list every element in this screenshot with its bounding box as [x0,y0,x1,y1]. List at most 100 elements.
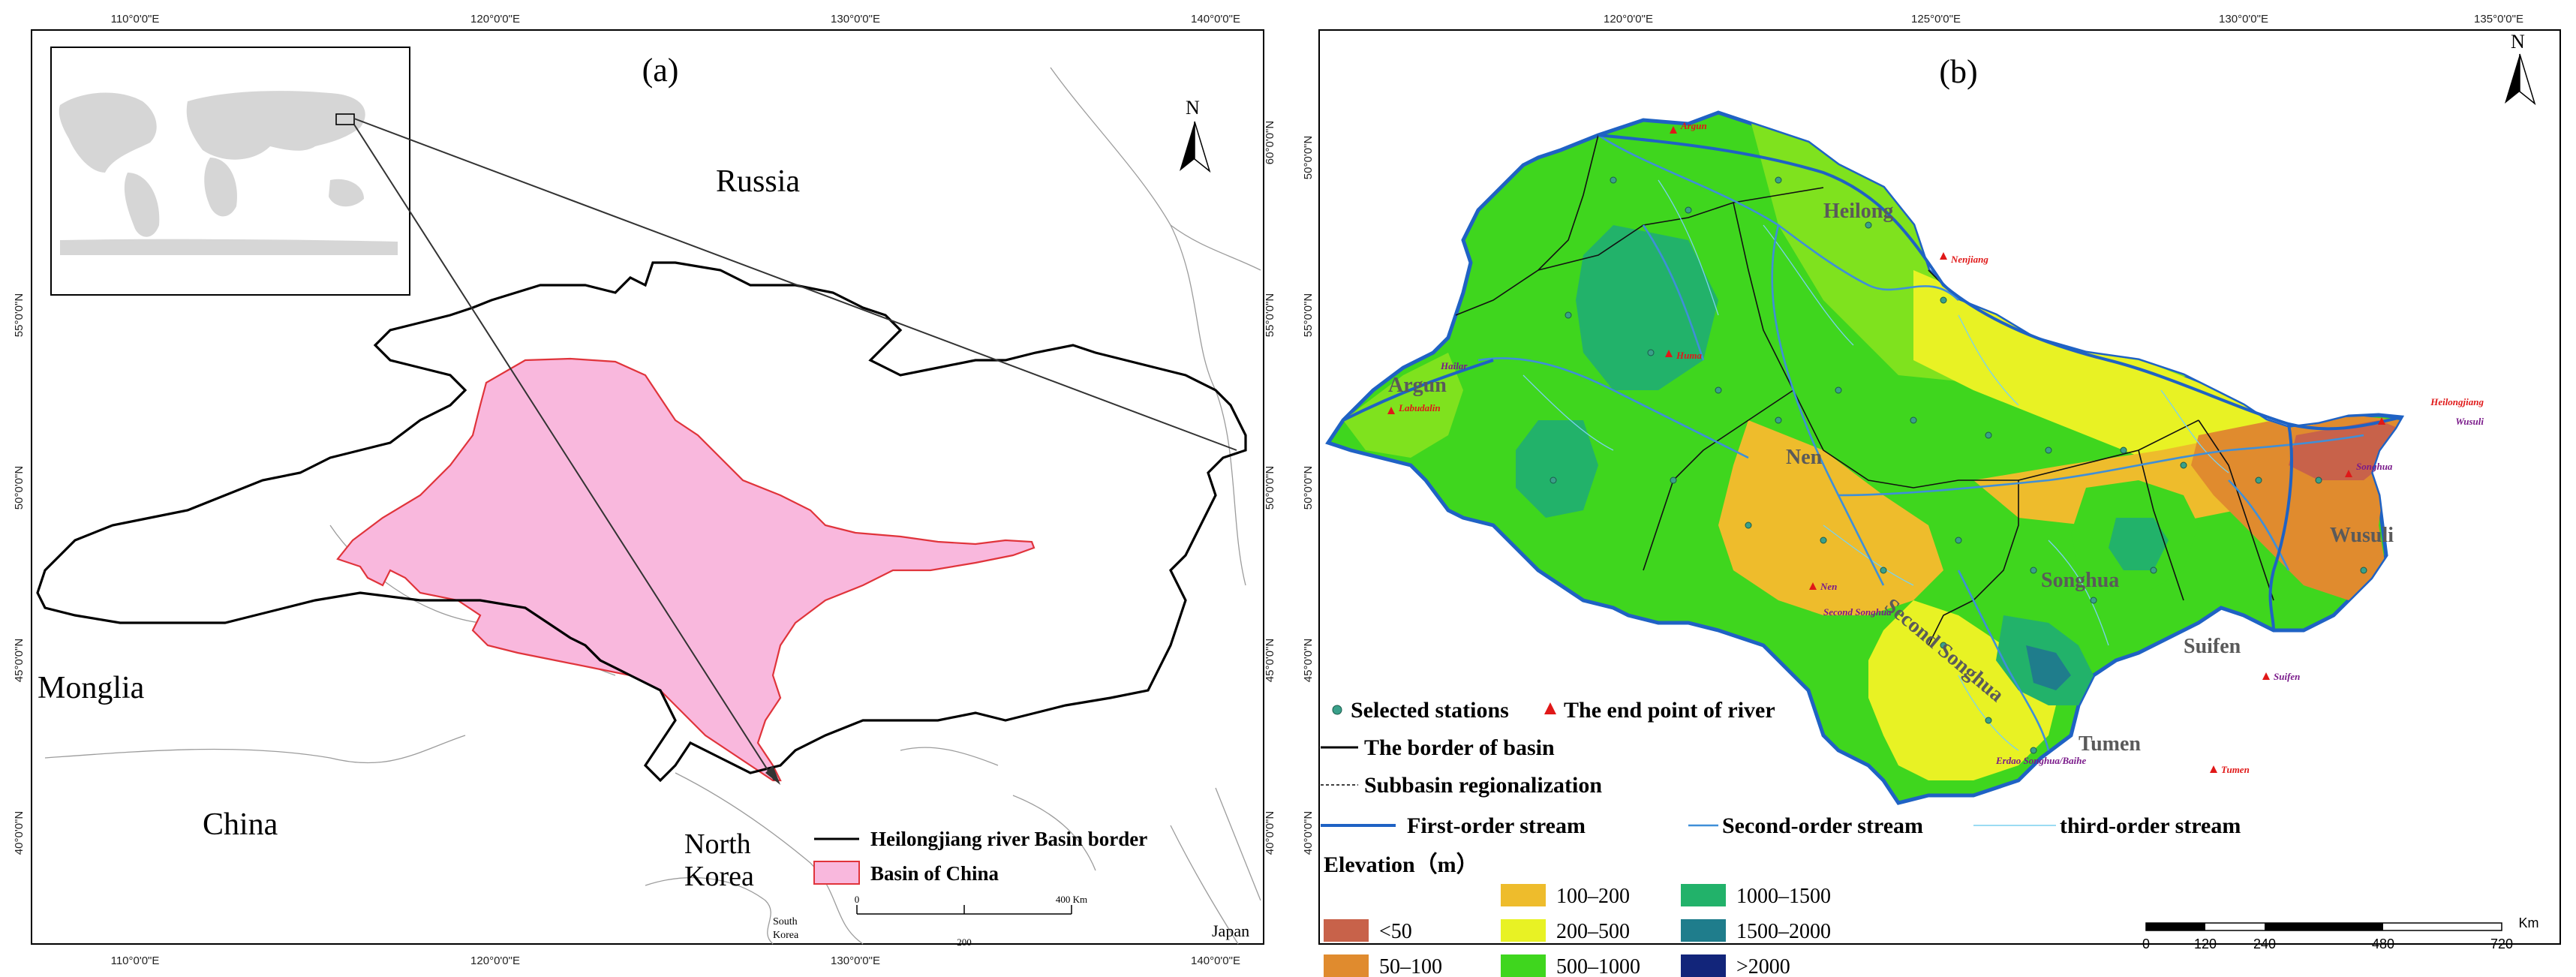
north-label-b: N [2511,31,2525,53]
endpoint-heilongjiang [2378,417,2385,425]
label-north-korea-1: North [684,828,751,860]
lon-tick-top-4: 140°0'0"E [1191,13,1240,26]
legend-elev-title: Elevation（m） [1324,852,1479,877]
legend-border-label: Heilongjiang river Basin border [870,828,1147,850]
station-point [2150,567,2157,574]
endpoint-labudalin [1387,407,1395,414]
scale-bar-b: 0 120 240 480 720 Km [2142,915,2539,951]
station-point [1565,311,1572,319]
station-point [1670,476,1677,484]
lat-tick-right-2: 55°0'0"N [1264,293,1276,337]
china-basin-polygon [336,357,1036,782]
elevation-label: 200–500 [1556,920,1630,943]
lat-tick-left-3: 45°0'0"N [13,639,26,682]
label-russia: Russia [716,164,800,199]
legend-b: Selected stations The end point of river… [1321,698,2241,977]
endpoint-label-tumen: Tumen [2221,764,2250,775]
elevation-swatch [1324,919,1369,942]
streams [1342,134,2402,751]
subbasin-label-suifen: Suifen [2184,635,2241,658]
station-point [1940,642,1947,649]
lat-tick-b-5: 40°0'0"N [1302,811,1315,855]
endpoint-labels: Argun Nenjiang Huma Hailar Labudalin Hei… [1398,120,2484,775]
lat-ticks-a: 55°0'0"N 50°0'0"N 45°0'0"N 40°0'0"N 60°0… [13,121,1276,855]
endpoint-label-argun: Argun [1680,120,1707,131]
lat-tick-b-2: 55°0'0"N [1302,293,1315,337]
scale-b-0: 0 [2142,936,2150,951]
north-label-a: N [1186,97,1200,119]
elevation-swatch [1501,884,1546,906]
legend-stations: Selected stations [1351,698,1509,723]
endpoint-label-nen: Nen [1820,581,1837,592]
station-point [1685,206,1692,214]
label-mongolia: Monglia [38,671,145,705]
station-point [1715,386,1722,394]
subbasin-label-nen: Nen [1786,446,1823,469]
lon-tick-b-1: 120°0'0"E [1604,13,1653,26]
station-point [2255,476,2262,484]
pointer-line-1 [353,118,1237,451]
lon-tick-bottom-4: 140°0'0"E [1191,954,1240,967]
endpoint-label-songhua: Songhua [2356,461,2393,472]
lat-tick-left-2: 50°0'0"N [13,466,26,510]
station-point [1940,296,1947,304]
endpoint-label-nenjiang: Nenjiang [1950,254,1988,265]
station-point [2090,597,2097,604]
heilongjiang-basin-border [36,261,1247,783]
subbasin-label-wusuli: Wusuli [2330,524,2394,547]
endpoint-tumen [2210,765,2217,773]
legend-third: third-order stream [2060,813,2241,838]
lat-tick-right-4: 45°0'0"N [1264,639,1276,682]
endpoint-label-huma: Huma [1676,350,1702,361]
endpoint-label-suifen: Suifen [2274,671,2300,682]
panel-a-label: (a) [642,52,679,89]
station-point [1865,221,1872,229]
lon-ticks-a: 110°0'0"E 120°0'0"E 130°0'0"E 140°0'0"E … [111,13,1240,967]
endpoint-nen [1809,582,1817,590]
station-point [1775,416,1782,424]
pointer-arrowhead [765,765,780,785]
legend-subbasin: Subbasin regionalization [1364,773,1602,798]
panel-b-label: (b) [1939,53,1977,90]
subbasin-label-argun: Argun [1388,374,1447,397]
lon-tick-bottom-1: 110°0'0"E [111,954,160,967]
lat-tick-left-4: 40°0'0"N [13,811,26,855]
lat-tick-right-3: 50°0'0"N [1264,466,1276,510]
lon-tick-top-1: 110°0'0"E [111,13,160,26]
scale-b-240: 240 [2253,936,2276,951]
scale-b-unit: Km [2519,915,2539,930]
elevation-label: 500–1000 [1556,955,1640,977]
scale-b-480: 480 [2372,936,2394,951]
endpoint-nenjiang [1940,252,1947,260]
station-point [1910,416,1917,424]
lon-tick-bottom-2: 120°0'0"E [470,954,520,967]
elevation-swatch [1501,919,1546,942]
endpoint-label-wusuli: Wusuli [2455,416,2484,427]
elevation-label: >2000 [1736,955,1790,977]
station-point [2030,567,2037,574]
lon-tick-b-2: 125°0'0"E [1911,13,1961,26]
endpoint-huma [1665,350,1673,357]
station-point [1835,386,1842,394]
station-point [1647,349,1655,356]
scale-b-720: 720 [2490,936,2513,951]
lat-tick-right-5: 40°0'0"N [1264,811,1276,855]
scale-a-zero: 0 [855,894,860,905]
station-point [2120,446,2127,454]
elevation-label: <50 [1379,920,1412,943]
station-points [1550,176,2367,754]
pointer-line-2 [353,124,775,781]
legend-first: First-order stream [1407,813,1586,838]
legend-station-symbol [1332,705,1342,715]
north-arrow-b [2505,53,2536,106]
legend-second: Second-order stream [1722,813,1923,838]
label-south-korea-2: Korea [773,930,799,941]
station-point [1955,537,1962,544]
lat-ticks-b: 50°0'0"N 55°0'0"N 50°0'0"N 45°0'0"N 40°0… [1302,136,1315,855]
scale-bar-a: 0 200 400 Km [855,894,1087,948]
label-china: China [203,807,278,842]
legend-china-label: Basin of China [870,862,999,885]
scale-b-120: 120 [2194,936,2217,951]
elevation-swatch [1681,884,1726,906]
label-japan: Japan [1212,921,1249,940]
